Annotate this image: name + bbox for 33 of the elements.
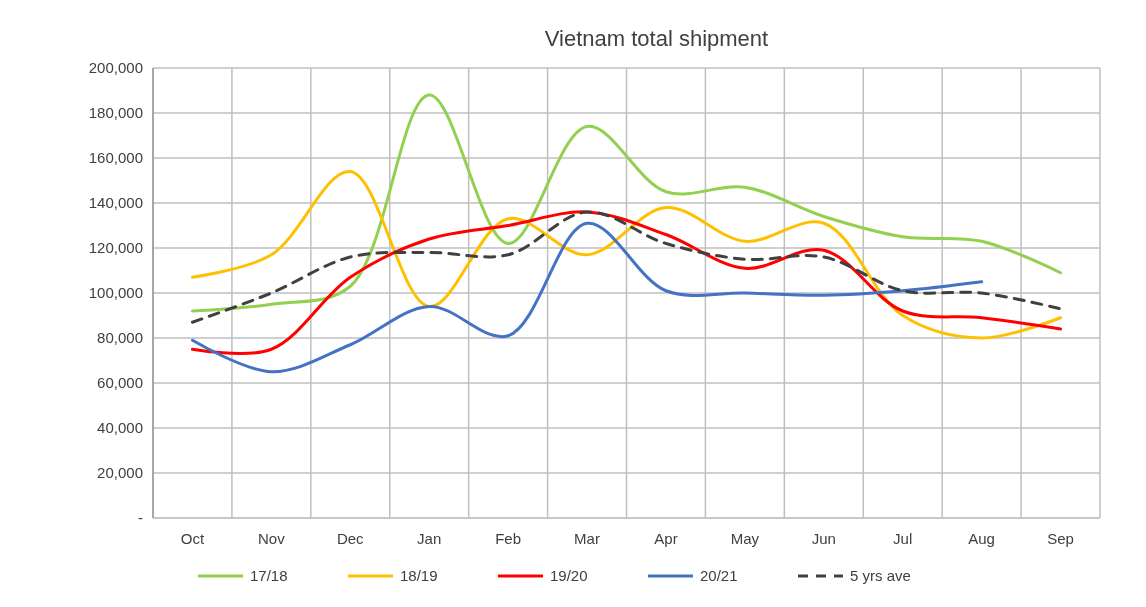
x-tick-label: Apr — [654, 530, 678, 547]
x-tick-label: Jul — [893, 530, 913, 547]
y-tick-label: 120,000 — [88, 239, 143, 257]
line-series — [190, 221, 984, 374]
x-tick-label: Feb — [495, 530, 522, 547]
x-tick-label: Aug — [968, 530, 995, 547]
x-tick-label: Oct — [180, 530, 205, 547]
legend-label: 18/19 — [400, 567, 438, 585]
x-tick-label: Jun — [811, 530, 836, 547]
legend-label: 20/21 — [700, 567, 738, 585]
y-tick-label: 180,000 — [88, 104, 143, 122]
x-tick-label: Nov — [258, 530, 286, 547]
y-tick-label: 160,000 — [88, 149, 143, 167]
y-tick-label: 80,000 — [97, 329, 143, 347]
x-tick-label: May — [730, 530, 760, 547]
x-tick-label: Jan — [417, 530, 442, 547]
y-tick-label: 40,000 — [97, 419, 143, 437]
y-tick-label: - — [138, 509, 143, 527]
legend-label: 17/18 — [250, 567, 288, 585]
chart-title: Vietnam total shipment — [544, 26, 769, 51]
y-tick-label: 20,000 — [97, 464, 143, 482]
legend-label: 19/20 — [550, 567, 588, 585]
x-tick-label: Dec — [336, 530, 365, 547]
line-series — [190, 170, 1063, 340]
legend-label: 5 yrs ave — [850, 567, 911, 585]
line-series — [190, 93, 1063, 313]
y-tick-label: 200,000 — [88, 59, 143, 77]
x-tick-label: Mar — [574, 530, 600, 547]
y-tick-label: 60,000 — [97, 374, 143, 392]
y-tick-label: 140,000 — [88, 194, 143, 212]
y-tick-label: 100,000 — [88, 284, 143, 302]
x-tick-label: Sep — [1047, 530, 1074, 547]
line-series — [190, 210, 1063, 324]
